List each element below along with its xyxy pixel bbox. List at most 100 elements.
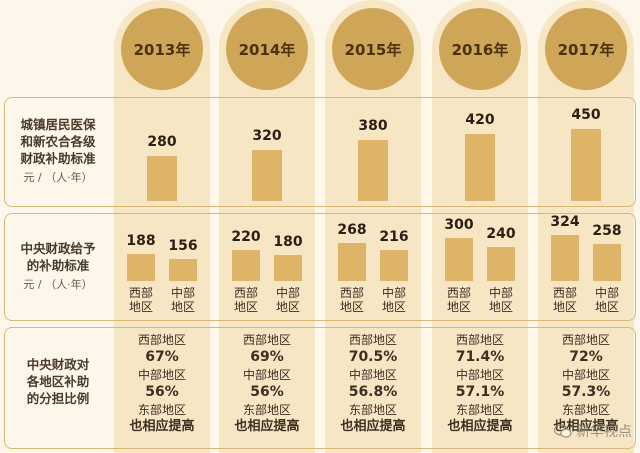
year-badge: 2013年 xyxy=(121,8,203,90)
series-label: 中部 地区 xyxy=(483,286,519,314)
wechat-icon xyxy=(554,424,572,438)
series-label-line: 中部 xyxy=(275,286,300,300)
series-label: 中部 地区 xyxy=(376,286,412,314)
share-central-value: 56.8% xyxy=(348,384,398,400)
series-label-line: 地区 xyxy=(339,300,364,314)
series-label-line: 西部 xyxy=(128,286,153,300)
bar xyxy=(571,129,601,201)
share-west-value: 71.4% xyxy=(455,349,505,365)
series-label: 中部 地区 xyxy=(270,286,306,314)
series-label: 西部 地区 xyxy=(334,286,370,314)
row-label-share: 中央财政对 各地区补助 的分担比例 xyxy=(10,356,106,407)
series-label-line: 地区 xyxy=(552,300,577,314)
row-unit-total: 元 / （人·年） xyxy=(23,171,93,184)
data-label: 300 xyxy=(444,217,474,234)
series-label-line: 中部 xyxy=(488,286,513,300)
row-label-share-line: 中央财政对 xyxy=(26,357,90,372)
share-west-value: 67% xyxy=(145,349,179,365)
share-east-label: 东部地区 xyxy=(242,403,291,417)
bar xyxy=(380,250,408,281)
share-east-label: 东部地区 xyxy=(137,403,186,417)
data-label: 268 xyxy=(337,221,367,238)
series-label-line: 地区 xyxy=(233,300,258,314)
year-badge: 2014年 xyxy=(226,8,308,90)
series-label-line: 地区 xyxy=(381,300,406,314)
panel-total-subsidy xyxy=(4,97,636,207)
series-label-line: 西部 xyxy=(446,286,471,300)
share-west-label: 西部地区 xyxy=(137,333,186,347)
bar xyxy=(465,133,495,201)
bar xyxy=(169,258,197,281)
row-label-central-line: 中央财政给予 xyxy=(20,241,96,256)
bar xyxy=(593,244,621,281)
series-label-line: 地区 xyxy=(170,300,195,314)
share-west-value: 69% xyxy=(250,349,284,365)
year-badge: 2015年 xyxy=(332,8,414,90)
share-west-label: 西部地区 xyxy=(242,333,291,347)
share-central-label: 中部地区 xyxy=(561,368,610,382)
bar xyxy=(445,238,473,281)
row-label-central-line: 的补助标准 xyxy=(26,258,90,273)
panel-central-subsidy xyxy=(4,213,636,321)
series-label-line: 地区 xyxy=(594,300,619,314)
data-label: 420 xyxy=(465,111,495,128)
bar xyxy=(338,242,366,281)
share-west-value: 72% xyxy=(569,349,603,365)
data-label: 324 xyxy=(550,214,580,230)
share-central-label: 中部地区 xyxy=(242,368,291,382)
share-central-value: 56% xyxy=(145,384,179,400)
series-label-line: 地区 xyxy=(488,300,513,314)
share-central-value: 56% xyxy=(250,384,284,400)
data-label: 216 xyxy=(379,229,409,246)
row-label-share-line: 各地区补助 xyxy=(26,374,90,389)
share-east-note: 也相应提高 xyxy=(447,419,513,434)
bar xyxy=(127,254,155,281)
share-cell: 西部地区 71.4% 中部地区 57.1% 东部地区也相应提高 xyxy=(432,333,528,435)
share-east-label: 东部地区 xyxy=(348,403,397,417)
share-west-value: 70.5% xyxy=(348,349,398,365)
bar xyxy=(274,255,302,281)
data-label: 156 xyxy=(168,237,198,254)
share-east-note: 也相应提高 xyxy=(234,419,300,434)
series-label-line: 西部 xyxy=(339,286,364,300)
share-central-label: 中部地区 xyxy=(455,368,504,382)
share-east-note: 也相应提高 xyxy=(129,419,195,434)
share-central-value: 57.1% xyxy=(455,384,505,400)
row-label-total-line: 和新农合各级 xyxy=(20,134,96,149)
data-label: 380 xyxy=(358,118,388,135)
series-label-line: 西部 xyxy=(233,286,258,300)
bar xyxy=(147,156,177,201)
bar xyxy=(232,249,260,281)
series-label-line: 中部 xyxy=(594,286,619,300)
bar xyxy=(252,149,282,201)
share-cell: 西部地区 69% 中部地区 56% 东部地区也相应提高 xyxy=(219,333,315,435)
share-west-label: 西部地区 xyxy=(455,333,504,347)
row-label-central: 中央财政给予 的补助标准 元 / （人·年） xyxy=(10,240,106,293)
data-label: 180 xyxy=(273,234,303,251)
share-central-label: 中部地区 xyxy=(137,368,186,382)
share-east-label: 东部地区 xyxy=(561,403,610,417)
bar xyxy=(551,235,579,281)
watermark: 新华视点 xyxy=(554,421,632,441)
series-label-line: 地区 xyxy=(128,300,153,314)
series-label-line: 地区 xyxy=(446,300,471,314)
data-label: 450 xyxy=(571,107,601,123)
series-label: 西部 地区 xyxy=(547,286,583,314)
share-east-note: 也相应提高 xyxy=(340,419,406,434)
share-west-label: 西部地区 xyxy=(348,333,397,347)
data-label: 320 xyxy=(252,127,282,144)
row-label-share-line: 的分担比例 xyxy=(26,391,90,406)
share-cell: 西部地区 72% 中部地区 57.3% 东部地区 也相应提高 xyxy=(538,333,634,435)
series-label-line: 中部 xyxy=(381,286,406,300)
data-label: 280 xyxy=(147,134,177,151)
panel-share-ratio xyxy=(4,327,636,449)
share-east-label: 东部地区 xyxy=(455,403,504,417)
series-label: 中部 地区 xyxy=(165,286,201,314)
data-label: 220 xyxy=(231,228,261,245)
series-label-line: 中部 xyxy=(170,286,195,300)
share-cell: 西部地区 67% 中部地区 56% 东部地区也相应提高 xyxy=(114,333,210,435)
row-label-total-line: 财政补助标准 xyxy=(20,151,96,166)
row-label-total: 城镇居民医保 和新农合各级 财政补助标准 元 / （人·年） xyxy=(10,116,106,186)
row-label-total-line: 城镇居民医保 xyxy=(20,117,96,132)
data-label: 188 xyxy=(126,233,156,250)
